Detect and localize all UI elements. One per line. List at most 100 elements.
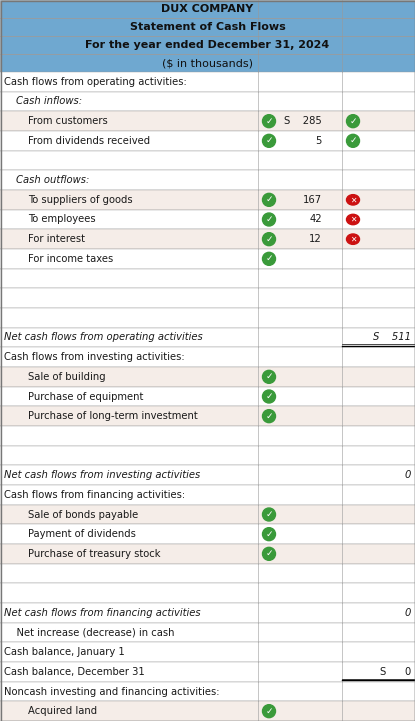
Ellipse shape bbox=[347, 234, 359, 244]
Text: 12: 12 bbox=[309, 234, 322, 244]
Bar bbox=[0, 446, 415, 465]
Bar bbox=[0, 426, 415, 446]
Circle shape bbox=[263, 252, 276, 265]
Text: Cash balance, January 1: Cash balance, January 1 bbox=[4, 647, 125, 657]
Text: Cash flows from operating activities:: Cash flows from operating activities: bbox=[4, 77, 187, 87]
Text: ✓: ✓ bbox=[349, 117, 357, 125]
Text: 0: 0 bbox=[405, 608, 411, 618]
Text: ✕: ✕ bbox=[350, 215, 356, 224]
Text: ✓: ✓ bbox=[265, 195, 273, 204]
Bar bbox=[0, 269, 415, 288]
Text: ✓: ✓ bbox=[265, 117, 273, 125]
Bar bbox=[0, 170, 415, 190]
Circle shape bbox=[263, 528, 276, 541]
Text: From dividends received: From dividends received bbox=[28, 136, 150, 146]
Bar bbox=[0, 681, 415, 702]
Bar bbox=[0, 465, 415, 485]
Bar bbox=[0, 367, 415, 386]
Text: To suppliers of goods: To suppliers of goods bbox=[28, 195, 133, 205]
Text: S    285: S 285 bbox=[284, 116, 322, 126]
Text: ✓: ✓ bbox=[265, 549, 273, 558]
Bar bbox=[0, 583, 415, 603]
Text: Statement of Cash Flows: Statement of Cash Flows bbox=[129, 22, 286, 32]
Bar bbox=[0, 603, 415, 623]
Text: ✕: ✕ bbox=[350, 234, 356, 244]
Text: ✓: ✓ bbox=[265, 530, 273, 539]
Text: Cash flows from financing activities:: Cash flows from financing activities: bbox=[4, 490, 185, 500]
Text: ✓: ✓ bbox=[265, 372, 273, 381]
Text: Net cash flows from operating activities: Net cash flows from operating activities bbox=[4, 332, 203, 342]
Bar bbox=[0, 505, 415, 524]
Text: Cash balance, December 31: Cash balance, December 31 bbox=[4, 667, 145, 677]
Circle shape bbox=[347, 115, 359, 128]
Text: ✕: ✕ bbox=[350, 195, 356, 204]
Text: ✓: ✓ bbox=[265, 392, 273, 401]
Bar bbox=[0, 72, 415, 92]
Bar bbox=[0, 327, 415, 348]
Bar bbox=[0, 151, 415, 170]
Text: Net cash flows from investing activities: Net cash flows from investing activities bbox=[4, 470, 200, 480]
Bar bbox=[0, 92, 415, 111]
Bar bbox=[0, 36, 415, 54]
Bar bbox=[0, 190, 415, 210]
Circle shape bbox=[263, 704, 276, 717]
Bar bbox=[0, 642, 415, 662]
Text: S    511: S 511 bbox=[373, 332, 411, 342]
Text: 42: 42 bbox=[309, 215, 322, 224]
Bar bbox=[0, 407, 415, 426]
Text: Purchase of equipment: Purchase of equipment bbox=[28, 392, 143, 402]
Text: For the year ended December 31, 2024: For the year ended December 31, 2024 bbox=[85, 40, 330, 50]
Bar bbox=[0, 485, 415, 505]
Text: Net increase (decrease) in cash: Net increase (decrease) in cash bbox=[4, 627, 174, 637]
Bar bbox=[0, 54, 415, 72]
Text: Purchase of treasury stock: Purchase of treasury stock bbox=[28, 549, 161, 559]
Text: Purchase of long-term investment: Purchase of long-term investment bbox=[28, 411, 198, 421]
Text: S      0: S 0 bbox=[380, 667, 411, 677]
Circle shape bbox=[347, 134, 359, 147]
Text: For interest: For interest bbox=[28, 234, 85, 244]
Text: ✓: ✓ bbox=[265, 234, 273, 244]
Text: Sale of building: Sale of building bbox=[28, 372, 106, 382]
Bar bbox=[0, 249, 415, 269]
Ellipse shape bbox=[347, 195, 359, 205]
Text: ($ in thousands): ($ in thousands) bbox=[162, 58, 253, 68]
Bar bbox=[0, 623, 415, 642]
Circle shape bbox=[263, 134, 276, 147]
Bar bbox=[0, 524, 415, 544]
Text: ✓: ✓ bbox=[265, 255, 273, 263]
Text: ✓: ✓ bbox=[349, 136, 357, 146]
Text: Cash inflows:: Cash inflows: bbox=[16, 97, 82, 107]
Text: ✓: ✓ bbox=[265, 510, 273, 519]
Text: Cash flows from investing activities:: Cash flows from investing activities: bbox=[4, 352, 185, 362]
Text: ✓: ✓ bbox=[265, 412, 273, 420]
Text: Noncash investing and financing activities:: Noncash investing and financing activiti… bbox=[4, 686, 220, 696]
Bar bbox=[0, 0, 415, 18]
Circle shape bbox=[263, 115, 276, 128]
Circle shape bbox=[263, 371, 276, 384]
Text: DUX COMPANY: DUX COMPANY bbox=[161, 4, 254, 14]
Bar bbox=[0, 662, 415, 681]
Text: To employees: To employees bbox=[28, 215, 95, 224]
Text: From customers: From customers bbox=[28, 116, 108, 126]
Circle shape bbox=[263, 547, 276, 560]
Text: ✓: ✓ bbox=[265, 136, 273, 146]
Text: ✓: ✓ bbox=[265, 215, 273, 224]
Bar bbox=[0, 229, 415, 249]
Text: Acquired land: Acquired land bbox=[28, 706, 97, 716]
Circle shape bbox=[263, 193, 276, 206]
Circle shape bbox=[263, 233, 276, 246]
Bar bbox=[0, 544, 415, 564]
Text: 167: 167 bbox=[303, 195, 322, 205]
Bar bbox=[0, 348, 415, 367]
Text: 5: 5 bbox=[316, 136, 322, 146]
Text: Sale of bonds payable: Sale of bonds payable bbox=[28, 510, 138, 520]
Bar bbox=[0, 111, 415, 131]
Bar bbox=[0, 308, 415, 327]
Text: 0: 0 bbox=[405, 470, 411, 480]
Text: ✓: ✓ bbox=[265, 707, 273, 716]
Bar bbox=[0, 288, 415, 308]
Text: Net cash flows from financing activities: Net cash flows from financing activities bbox=[4, 608, 200, 618]
Circle shape bbox=[263, 410, 276, 423]
Text: For income taxes: For income taxes bbox=[28, 254, 113, 264]
Text: Payment of dividends: Payment of dividends bbox=[28, 529, 136, 539]
